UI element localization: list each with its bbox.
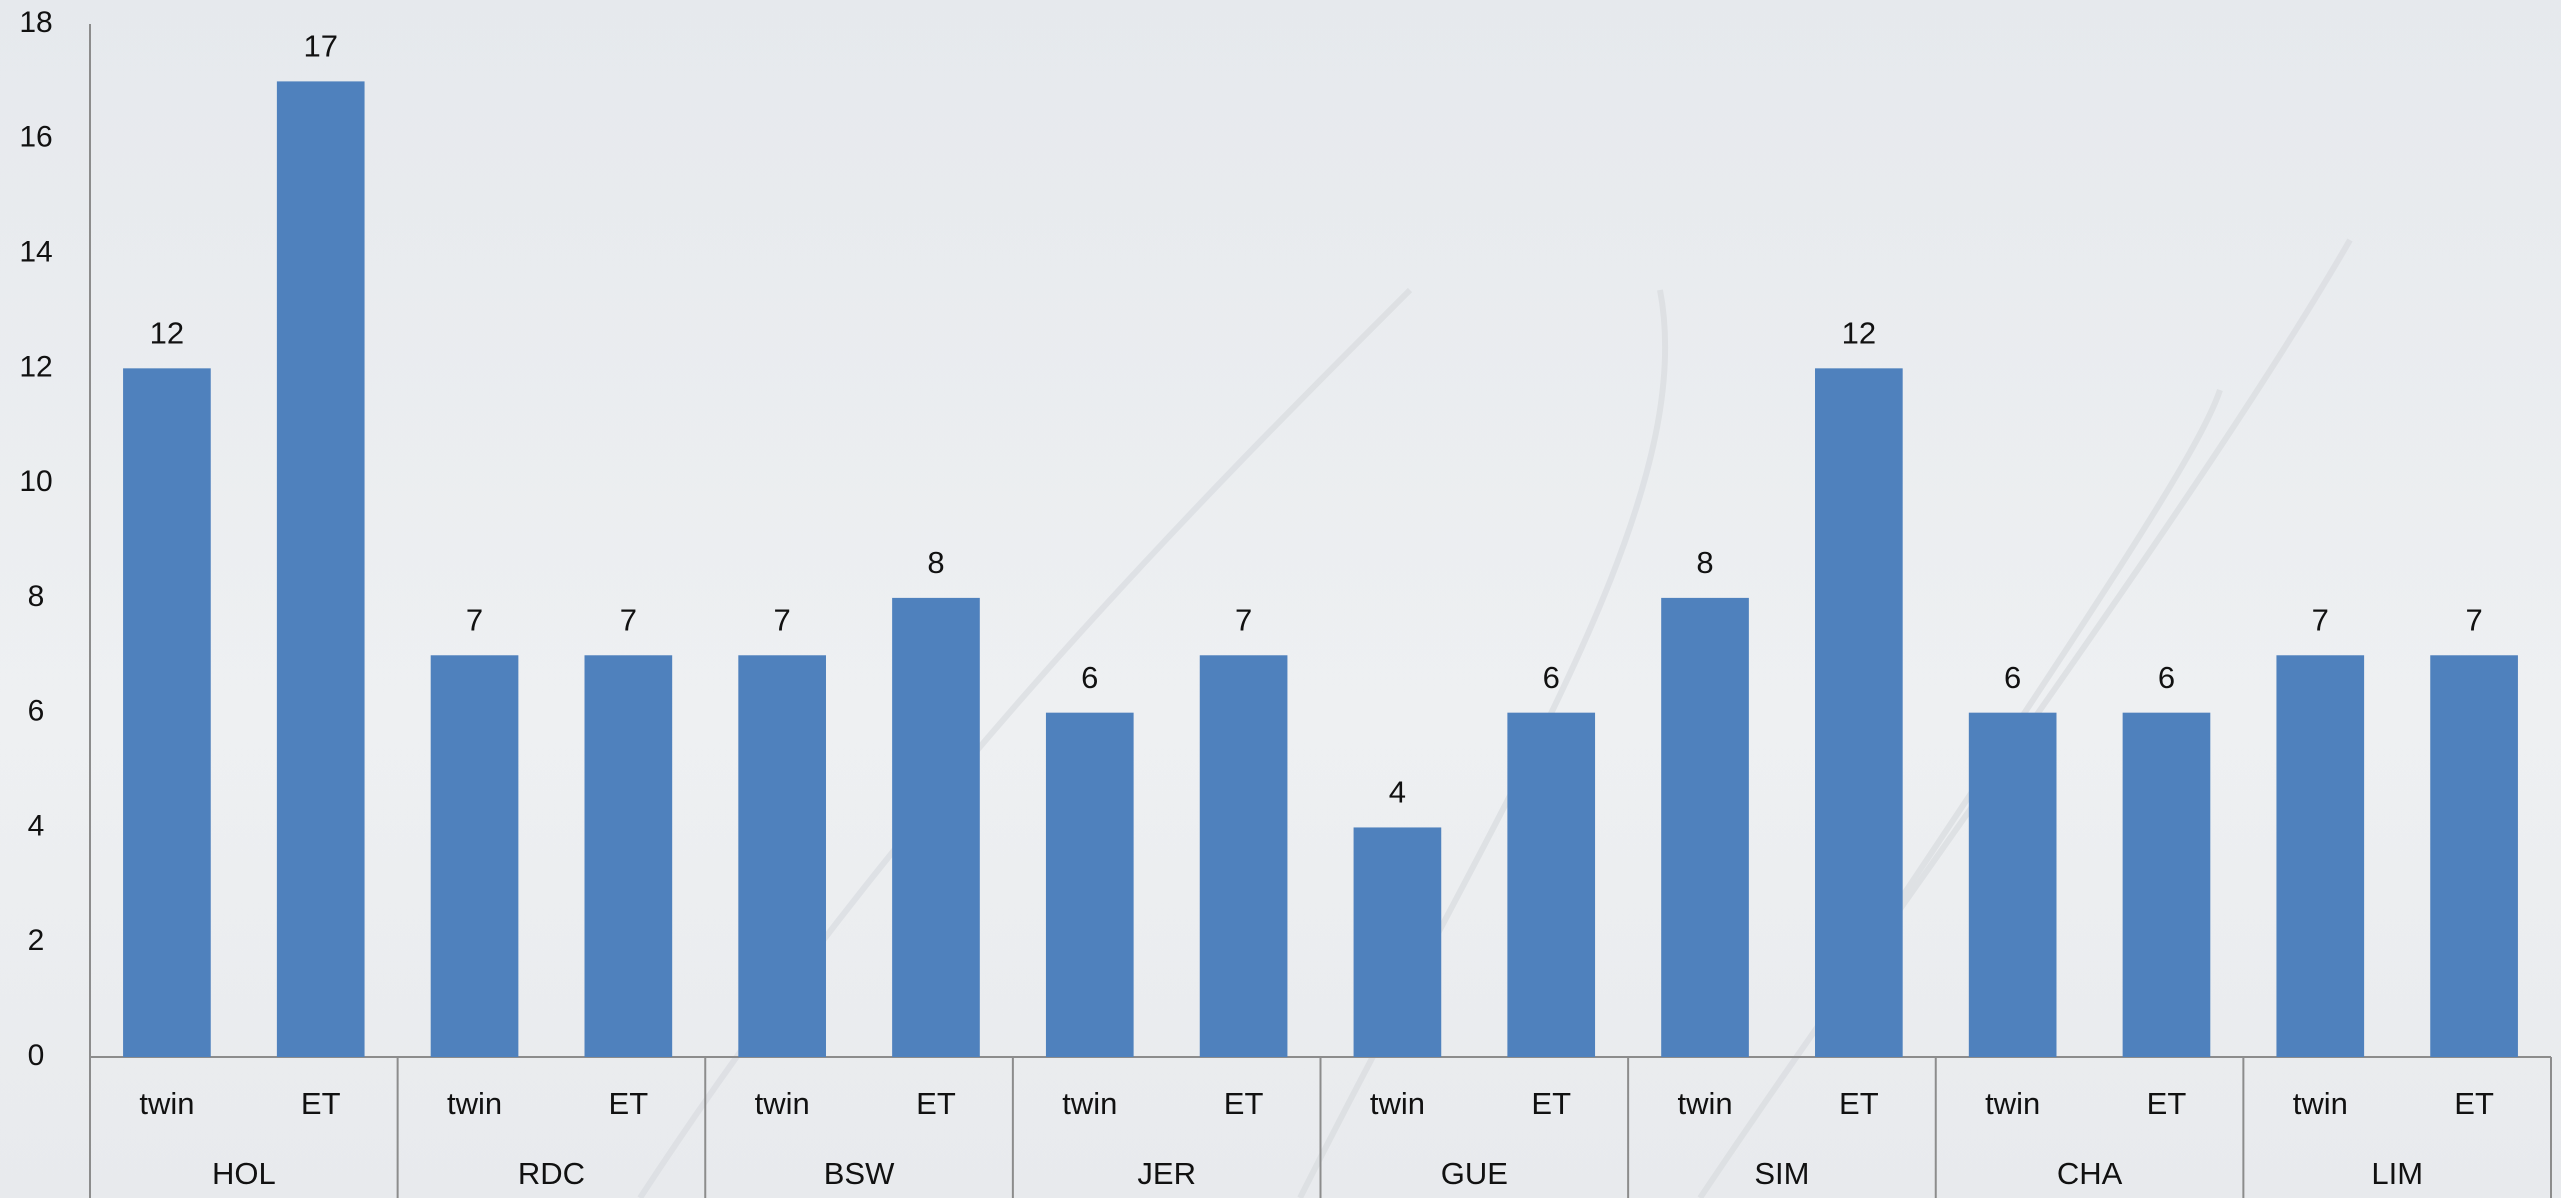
- x-tick-label: ET: [1531, 1086, 1571, 1121]
- x-tick-label: ET: [2454, 1086, 2494, 1121]
- group-label: BSW: [824, 1156, 895, 1191]
- bar: [1045, 712, 1134, 1057]
- bar: [2430, 655, 2518, 1057]
- y-tick-label: 14: [19, 235, 52, 268]
- data-label: 7: [466, 602, 483, 637]
- data-label: 6: [1081, 660, 1098, 695]
- bar: [276, 81, 365, 1057]
- y-tick-label: 0: [28, 1039, 45, 1072]
- x-tick-label: ET: [609, 1086, 649, 1121]
- bar: [1507, 712, 1596, 1057]
- bar: [892, 597, 980, 1057]
- y-tick-label: 6: [28, 695, 45, 728]
- data-label: 7: [620, 602, 637, 637]
- x-tick-label: twin: [139, 1086, 194, 1121]
- x-tick-label: ET: [301, 1086, 341, 1121]
- group-label: RDC: [518, 1156, 585, 1191]
- group-label: GUE: [1441, 1156, 1508, 1191]
- x-tick-label: ET: [1224, 1086, 1264, 1121]
- group-label: LIM: [2371, 1156, 2423, 1191]
- x-tick-label: twin: [447, 1086, 502, 1121]
- data-label: 7: [2312, 602, 2329, 637]
- x-tick-label: twin: [1985, 1086, 2040, 1121]
- data-label: 17: [303, 29, 337, 64]
- data-label: 12: [150, 316, 184, 351]
- data-label: 12: [1842, 316, 1876, 351]
- y-tick-label: 4: [28, 809, 45, 842]
- bar: [1815, 368, 1903, 1057]
- bar: [1199, 655, 1288, 1057]
- data-label: 6: [1543, 660, 1560, 695]
- bar: [584, 655, 673, 1057]
- y-tick-label: 10: [19, 465, 52, 498]
- data-label: 7: [774, 602, 791, 637]
- bar: [1661, 597, 1749, 1057]
- group-label: HOL: [212, 1156, 276, 1191]
- data-label: 8: [927, 545, 944, 580]
- x-tick-label: twin: [2293, 1086, 2348, 1121]
- bar: [1353, 827, 1442, 1057]
- y-tick-label: 16: [19, 121, 52, 154]
- data-label: 8: [1696, 545, 1713, 580]
- y-tick-label: 2: [28, 924, 45, 957]
- bar: [2122, 712, 2211, 1057]
- data-label: 6: [2158, 660, 2175, 695]
- bar: [2276, 655, 2365, 1057]
- y-tick-label: 8: [28, 580, 45, 613]
- x-tick-label: twin: [1370, 1086, 1425, 1121]
- x-tick-label: twin: [1062, 1086, 1117, 1121]
- bar: [738, 655, 826, 1057]
- bar: [430, 655, 519, 1057]
- x-tick-label: twin: [755, 1086, 810, 1121]
- data-label: 4: [1389, 775, 1406, 810]
- bar: [123, 368, 211, 1057]
- group-label: JER: [1137, 1156, 1196, 1191]
- data-label: 7: [1235, 602, 1252, 637]
- x-tick-label: ET: [916, 1086, 956, 1121]
- y-tick-label: 18: [19, 6, 52, 39]
- bar: [1968, 712, 2057, 1057]
- data-label: 6: [2004, 660, 2021, 695]
- y-tick-label: 12: [19, 350, 52, 383]
- x-tick-label: ET: [1839, 1086, 1879, 1121]
- group-label: SIM: [1754, 1156, 1809, 1191]
- data-label: 7: [2465, 602, 2482, 637]
- group-label: CHA: [2057, 1156, 2123, 1191]
- x-tick-label: ET: [2147, 1086, 2187, 1121]
- x-tick-label: twin: [1677, 1086, 1732, 1121]
